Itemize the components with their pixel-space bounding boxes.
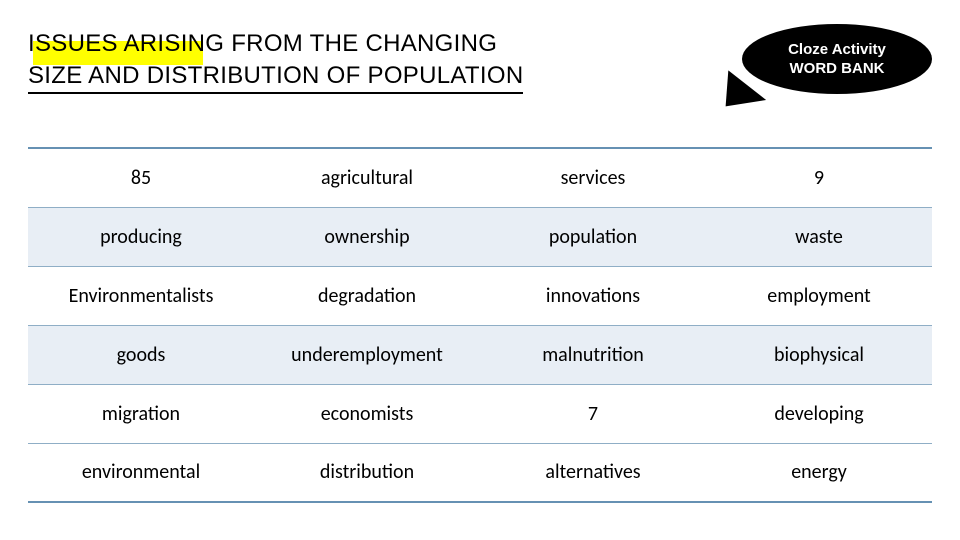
- wordbank-cell: biophysical: [706, 325, 932, 384]
- wordbank-cell: malnutrition: [480, 325, 706, 384]
- callout-bubble: Cloze Activity WORD BANK: [742, 24, 932, 94]
- callout: Cloze Activity WORD BANK: [732, 24, 932, 119]
- wordbank-cell: agricultural: [254, 148, 480, 207]
- wordbank-cell: population: [480, 207, 706, 266]
- wordbank-cell: economists: [254, 384, 480, 443]
- wordbank-cell: waste: [706, 207, 932, 266]
- wordbank-cell: underemployment: [254, 325, 480, 384]
- slide: ISSUES ARISING FROM THE CHANGING SIZE AN…: [0, 0, 960, 540]
- wordbank-cell: energy: [706, 443, 932, 502]
- wordbank-cell: environmental: [28, 443, 254, 502]
- wordbank-table: 85 agricultural services 9 producing own…: [28, 147, 932, 503]
- wordbank-body: 85 agricultural services 9 producing own…: [28, 148, 932, 502]
- title-underline: ISSUES ARISING FROM THE CHANGING SIZE AN…: [28, 28, 523, 94]
- wordbank-cell: employment: [706, 266, 932, 325]
- wordbank-cell: services: [480, 148, 706, 207]
- header-row: ISSUES ARISING FROM THE CHANGING SIZE AN…: [28, 28, 932, 119]
- wordbank-cell: migration: [28, 384, 254, 443]
- callout-line-1: Cloze Activity: [788, 41, 886, 58]
- title-line-1-wrap: ISSUES ARISING FROM THE CHANGING: [28, 38, 497, 55]
- wordbank-cell: Environmentalists: [28, 266, 254, 325]
- wordbank-cell: degradation: [254, 266, 480, 325]
- wordbank-cell: ownership: [254, 207, 480, 266]
- wordbank-cell: innovations: [480, 266, 706, 325]
- wordbank-cell: goods: [28, 325, 254, 384]
- wordbank-cell: 85: [28, 148, 254, 207]
- callout-line-2: WORD BANK: [790, 60, 885, 77]
- callout-text: Cloze Activity WORD BANK: [788, 40, 886, 78]
- table-row: environmental distribution alternatives …: [28, 443, 932, 502]
- wordbank-cell: 7: [480, 384, 706, 443]
- table-row: Environmentalists degradation innovation…: [28, 266, 932, 325]
- wordbank-cell: producing: [28, 207, 254, 266]
- table-row: migration economists 7 developing: [28, 384, 932, 443]
- table-row: producing ownership population waste: [28, 207, 932, 266]
- title-line-2: SIZE AND DISTRIBUTION OF POPULATION: [28, 62, 523, 89]
- wordbank-cell: 9: [706, 148, 932, 207]
- table-row: 85 agricultural services 9: [28, 148, 932, 207]
- title-line-1: ISSUES ARISING FROM THE CHANGING: [28, 30, 497, 57]
- table-row: goods underemployment malnutrition bioph…: [28, 325, 932, 384]
- wordbank-cell: alternatives: [480, 443, 706, 502]
- wordbank-cell: distribution: [254, 443, 480, 502]
- wordbank-cell: developing: [706, 384, 932, 443]
- title-block: ISSUES ARISING FROM THE CHANGING SIZE AN…: [28, 28, 608, 94]
